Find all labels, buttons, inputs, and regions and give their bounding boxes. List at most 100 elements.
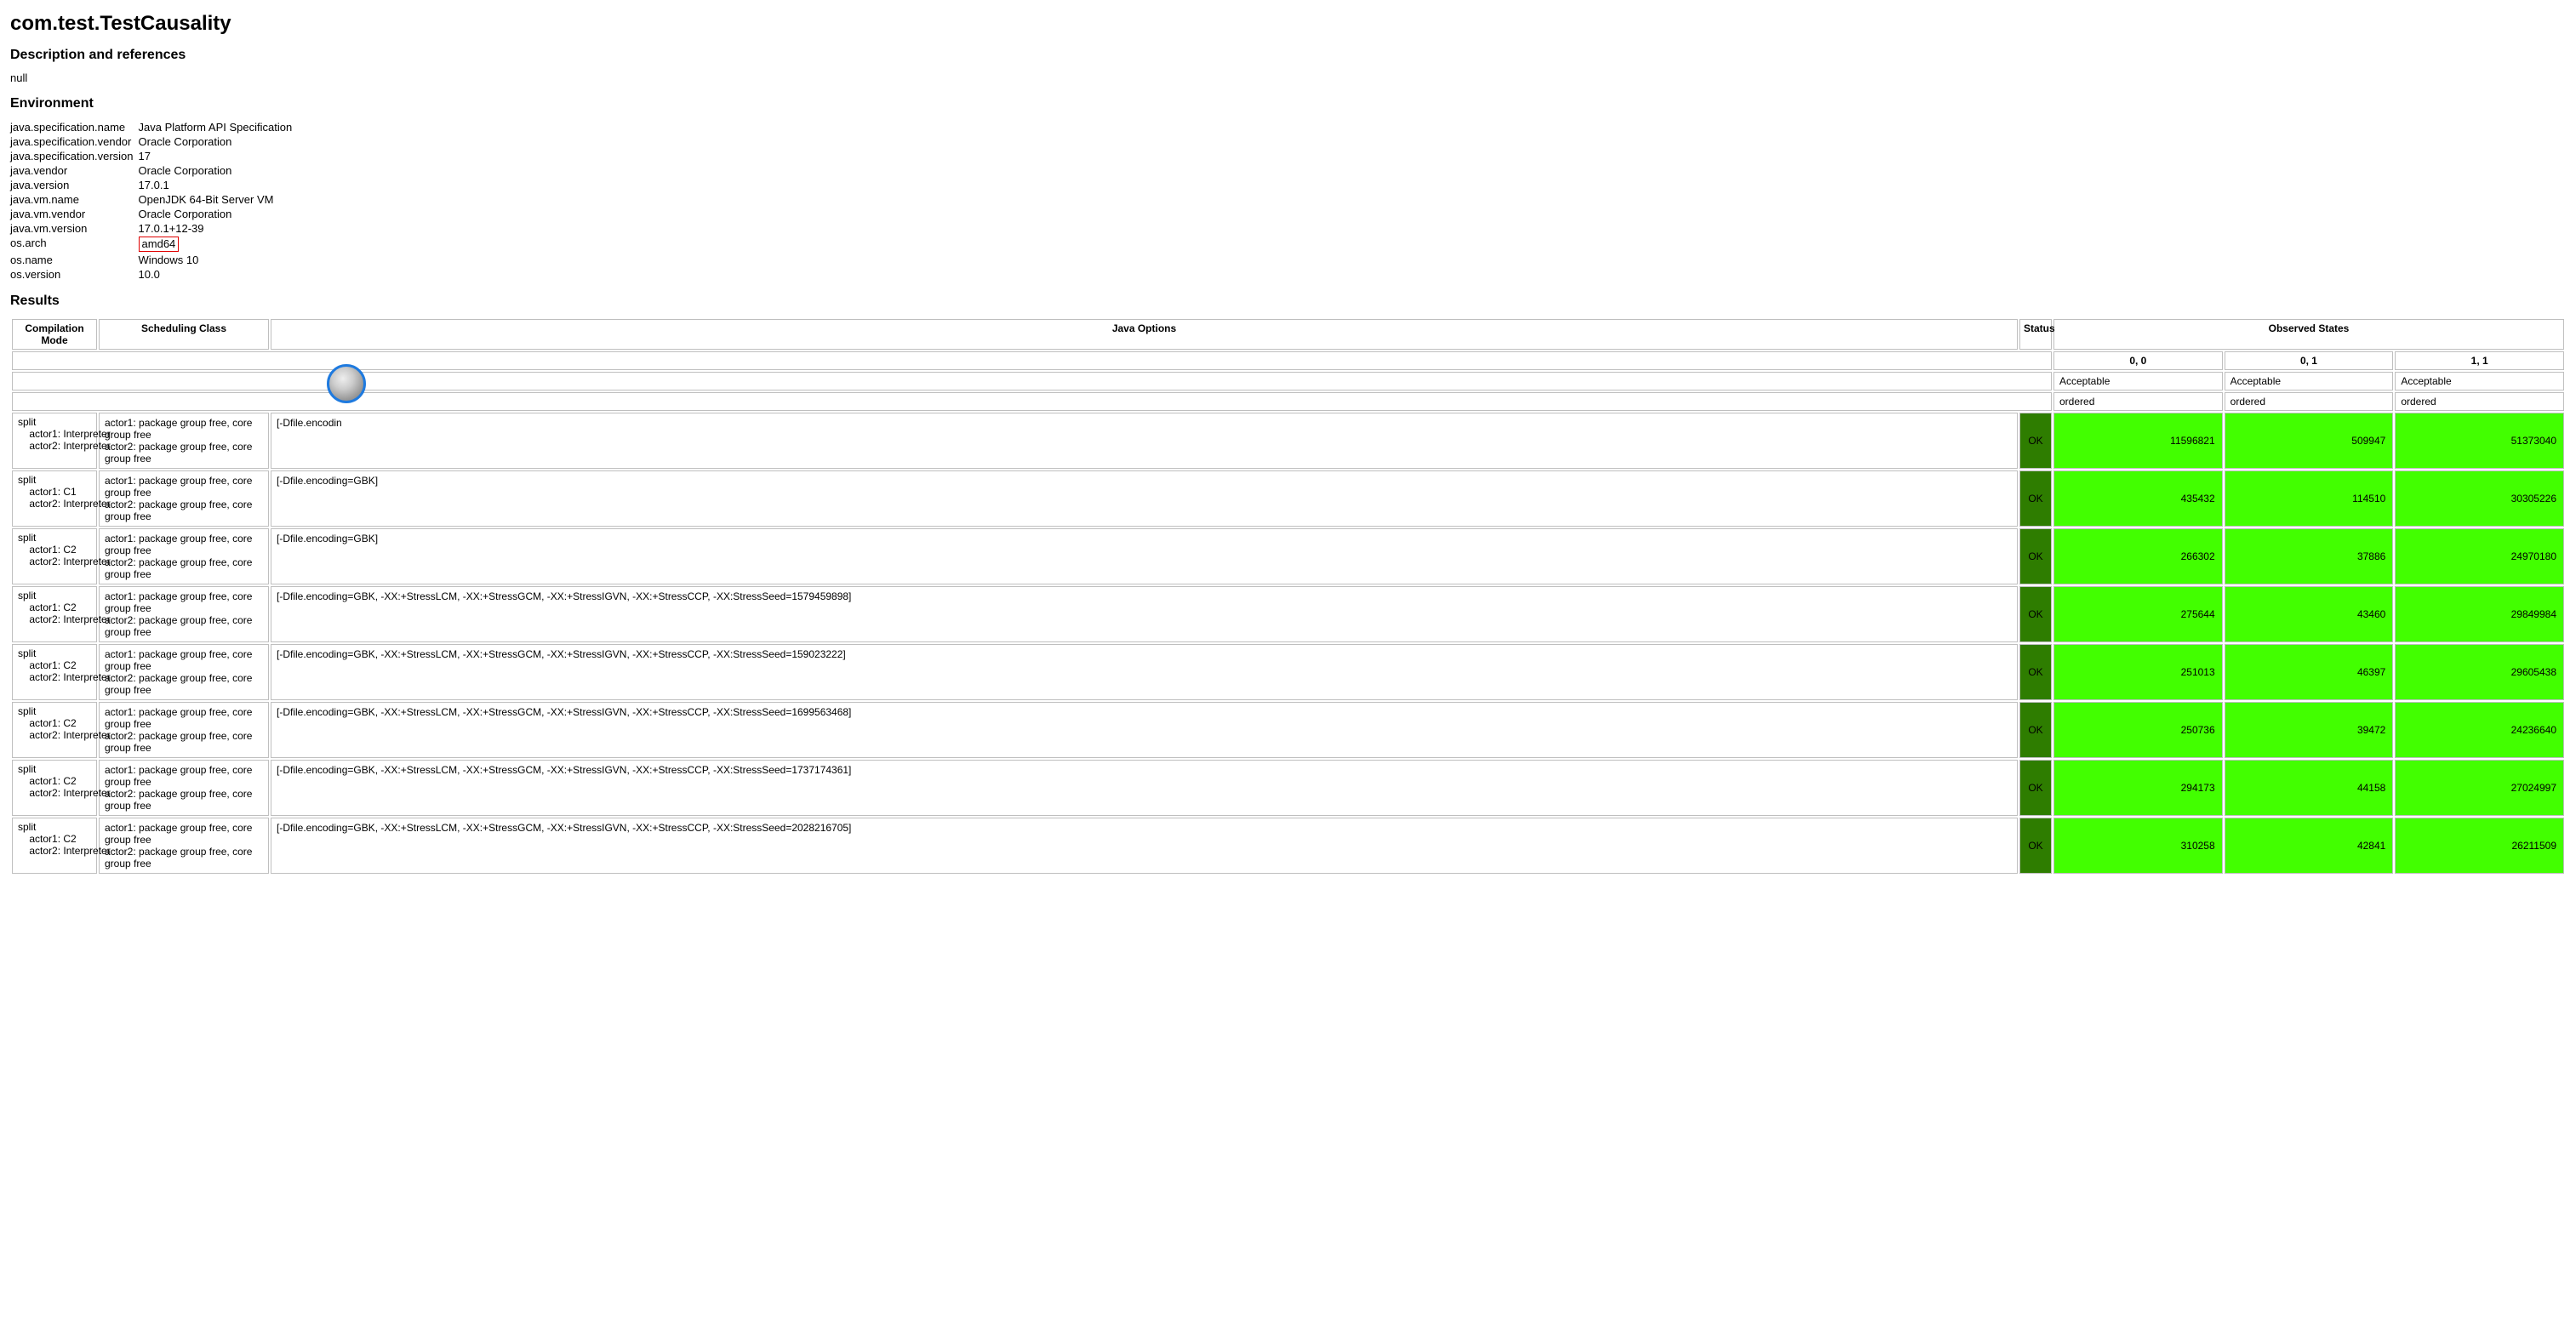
scheduling-class-cell: actor1: package group free, core group f… xyxy=(99,702,269,758)
environment-value: Java Platform API Specification xyxy=(139,120,298,134)
environment-row: java.vendorOracle Corporation xyxy=(10,163,297,178)
environment-table: java.specification.nameJava Platform API… xyxy=(10,120,297,282)
table-header: 0, 1 xyxy=(2225,351,2394,370)
table-cell-acceptable: Acceptable xyxy=(2395,372,2564,391)
status-cell: OK xyxy=(2019,413,2052,469)
compilation-mode-cell: split actor1: Interpreter actor2: Interp… xyxy=(12,413,97,469)
observed-state-cell: 251013 xyxy=(2053,644,2223,700)
compilation-mode-cell: split actor1: C2 actor2: Interpreter xyxy=(12,528,97,584)
table-header: Observed States xyxy=(2053,319,2564,350)
table-cell-empty xyxy=(12,392,2052,411)
environment-row: java.version17.0.1 xyxy=(10,178,297,192)
table-row: split actor1: C2 actor2: Interpreteracto… xyxy=(12,760,2564,816)
status-cell: OK xyxy=(2019,702,2052,758)
environment-value: 10.0 xyxy=(139,267,298,282)
observed-state-cell: 29849984 xyxy=(2395,586,2564,642)
java-options-cell: [-Dfile.encoding=GBK, -XX:+StressLCM, -X… xyxy=(271,760,2018,816)
table-row: split actor1: C2 actor2: Interpreteracto… xyxy=(12,528,2564,584)
scheduling-class-cell: actor1: package group free, core group f… xyxy=(99,413,269,469)
environment-key: java.vm.vendor xyxy=(10,207,139,221)
observed-state-cell: 294173 xyxy=(2053,760,2223,816)
environment-value: Oracle Corporation xyxy=(139,207,298,221)
java-options-cell: [-Dfile.encoding=GBK] xyxy=(271,528,2018,584)
observed-state-cell: 44158 xyxy=(2225,760,2394,816)
observed-state-cell: 24236640 xyxy=(2395,702,2564,758)
environment-key: java.version xyxy=(10,178,139,192)
observed-state-cell: 43460 xyxy=(2225,586,2394,642)
observed-state-cell: 250736 xyxy=(2053,702,2223,758)
table-row: split actor1: C2 actor2: Interpreteracto… xyxy=(12,702,2564,758)
environment-value: 17 xyxy=(139,149,298,163)
status-cell: OK xyxy=(2019,818,2052,874)
description-heading: Description and references xyxy=(10,48,2566,63)
observed-state-cell: 435432 xyxy=(2053,470,2223,527)
observed-state-cell: 275644 xyxy=(2053,586,2223,642)
scheduling-class-cell: actor1: package group free, core group f… xyxy=(99,818,269,874)
observed-state-cell: 26211509 xyxy=(2395,818,2564,874)
environment-row: java.vm.nameOpenJDK 64-Bit Server VM xyxy=(10,192,297,207)
environment-value: 17.0.1+12-39 xyxy=(139,221,298,236)
table-cell-ordered: ordered xyxy=(2395,392,2564,411)
table-cell-empty xyxy=(12,372,2052,391)
observed-state-cell: 42841 xyxy=(2225,818,2394,874)
table-header: Scheduling Class xyxy=(99,319,269,350)
observed-state-cell: 114510 xyxy=(2225,470,2394,527)
environment-key: os.version xyxy=(10,267,139,282)
observed-state-cell: 29605438 xyxy=(2395,644,2564,700)
environment-row: java.specification.nameJava Platform API… xyxy=(10,120,297,134)
table-row: split actor1: C2 actor2: Interpreteracto… xyxy=(12,586,2564,642)
table-header: Compilation Mode xyxy=(12,319,97,350)
environment-key: java.specification.vendor xyxy=(10,134,139,149)
environment-heading: Environment xyxy=(10,96,2566,111)
status-cell: OK xyxy=(2019,528,2052,584)
environment-key: java.vm.version xyxy=(10,221,139,236)
table-row: split actor1: C1 actor2: Interpreteracto… xyxy=(12,470,2564,527)
environment-row: os.archamd64 xyxy=(10,236,297,253)
environment-key: java.vendor xyxy=(10,163,139,178)
environment-key: os.name xyxy=(10,253,139,267)
observed-state-cell: 310258 xyxy=(2053,818,2223,874)
environment-value: Oracle Corporation xyxy=(139,163,298,178)
java-options-cell: [-Dfile.encodin xyxy=(271,413,2018,469)
observed-state-cell: 11596821 xyxy=(2053,413,2223,469)
environment-key: java.specification.name xyxy=(10,120,139,134)
environment-row: os.version10.0 xyxy=(10,267,297,282)
page-title: com.test.TestCausality xyxy=(10,12,2566,36)
status-cell: OK xyxy=(2019,470,2052,527)
compilation-mode-cell: split actor1: C2 actor2: Interpreter xyxy=(12,760,97,816)
environment-value: 17.0.1 xyxy=(139,178,298,192)
scheduling-class-cell: actor1: package group free, core group f… xyxy=(99,760,269,816)
compilation-mode-cell: split actor1: C1 actor2: Interpreter xyxy=(12,470,97,527)
observed-state-cell: 46397 xyxy=(2225,644,2394,700)
observed-state-cell: 51373040 xyxy=(2395,413,2564,469)
table-header-empty xyxy=(12,351,2052,370)
scheduling-class-cell: actor1: package group free, core group f… xyxy=(99,528,269,584)
observed-state-cell: 39472 xyxy=(2225,702,2394,758)
java-options-cell: [-Dfile.encoding=GBK, -XX:+StressLCM, -X… xyxy=(271,586,2018,642)
table-header: Java Options xyxy=(271,319,2018,350)
scheduling-class-cell: actor1: package group free, core group f… xyxy=(99,586,269,642)
table-cell-acceptable: Acceptable xyxy=(2225,372,2394,391)
environment-row: java.specification.vendorOracle Corporat… xyxy=(10,134,297,149)
environment-key: java.vm.name xyxy=(10,192,139,207)
compilation-mode-cell: split actor1: C2 actor2: Interpreter xyxy=(12,586,97,642)
environment-row: java.vm.version17.0.1+12-39 xyxy=(10,221,297,236)
results-table: Compilation ModeScheduling ClassJava Opt… xyxy=(10,317,2566,875)
java-options-cell: [-Dfile.encoding=GBK] xyxy=(271,470,2018,527)
java-options-cell: [-Dfile.encoding=GBK, -XX:+StressLCM, -X… xyxy=(271,702,2018,758)
environment-value: Oracle Corporation xyxy=(139,134,298,149)
scheduling-class-cell: actor1: package group free, core group f… xyxy=(99,644,269,700)
java-options-cell: [-Dfile.encoding=GBK, -XX:+StressLCM, -X… xyxy=(271,818,2018,874)
environment-row: java.vm.vendorOracle Corporation xyxy=(10,207,297,221)
observed-state-cell: 266302 xyxy=(2053,528,2223,584)
table-cell-ordered: ordered xyxy=(2225,392,2394,411)
status-cell: OK xyxy=(2019,760,2052,816)
table-cell-acceptable: Acceptable xyxy=(2053,372,2223,391)
observed-state-cell: 30305226 xyxy=(2395,470,2564,527)
environment-row: java.specification.version17 xyxy=(10,149,297,163)
environment-key: java.specification.version xyxy=(10,149,139,163)
status-cell: OK xyxy=(2019,644,2052,700)
observed-state-cell: 24970180 xyxy=(2395,528,2564,584)
environment-value: OpenJDK 64-Bit Server VM xyxy=(139,192,298,207)
status-cell: OK xyxy=(2019,586,2052,642)
